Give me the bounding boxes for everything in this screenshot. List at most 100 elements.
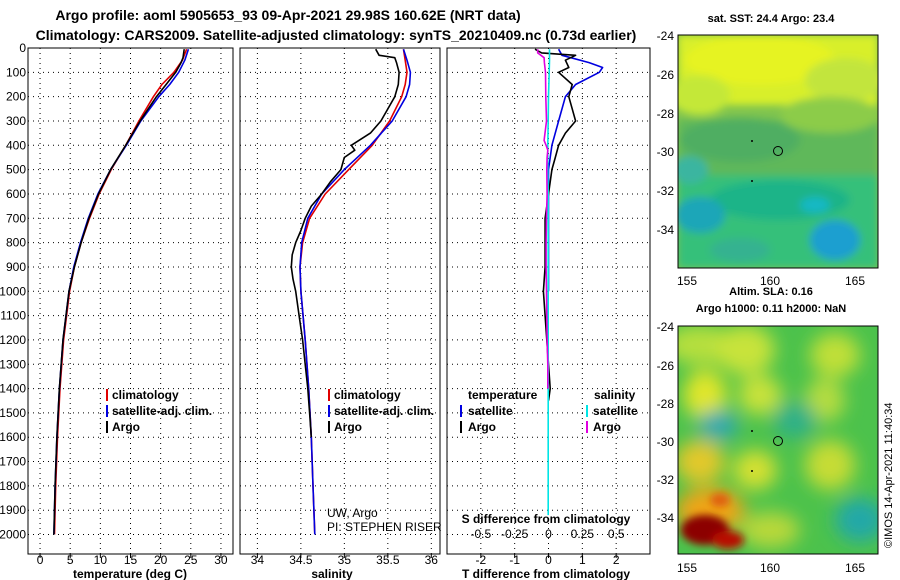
x-tick-label: 15 xyxy=(124,553,138,567)
x-tick-label-top: -0.5 xyxy=(470,527,491,541)
sst-ytick: -32 xyxy=(657,184,675,198)
legend-heading-salinity: salinity xyxy=(594,388,636,402)
y-tick-label: 1700 xyxy=(0,455,26,469)
temperature-profile-panel: 0 5 10 15 20 25 300100200300400500600700800900… xyxy=(0,41,234,567)
legend-heading-temperature: temperature xyxy=(468,388,538,402)
argo-position-marker xyxy=(773,436,783,446)
track-dot xyxy=(751,470,753,472)
salinity-xaxis: 34 34.5 35 35.5 36 xyxy=(251,553,439,567)
x-tick-label: 0 xyxy=(545,553,552,567)
y-tick-label: 600 xyxy=(6,187,26,201)
legend-satellite-adj: satellite-adj. clim. xyxy=(334,404,434,418)
y-tick-label: 1300 xyxy=(0,357,26,371)
legend-s-argo: Argo xyxy=(593,420,621,434)
y-tick-label: 200 xyxy=(6,90,26,104)
legend-climatology: climatology xyxy=(112,388,179,402)
y-tick-label: 1500 xyxy=(0,406,26,420)
salinity-profile-panel: 34 34.5 35 35.5 36 xyxy=(239,47,441,567)
y-tick-label: 1000 xyxy=(0,284,26,298)
sst-map-title: sat. SST: 24.4 Argo: 23.4 xyxy=(708,13,836,25)
x-tick-label: 10 xyxy=(94,553,108,567)
title-line-1: Argo profile: aoml 5905653_93 09-Apr-202… xyxy=(55,7,520,23)
y-tick-label: 800 xyxy=(6,236,26,250)
argo-position-marker xyxy=(773,146,783,156)
annotation-uw-argo: UW, Argo xyxy=(327,506,378,520)
x-tick-label: 5 xyxy=(67,553,74,567)
x-tick-label-top: 0.5 xyxy=(608,527,625,541)
y-tick-label: 1600 xyxy=(0,430,26,444)
legend-s-satellite: satellite xyxy=(593,404,638,418)
sla-map-title: Altim. SLA: 0.16 xyxy=(729,286,813,298)
sla-ytick: -30 xyxy=(657,435,675,449)
legend-argo: Argo xyxy=(334,420,362,434)
x-tick-label: 35.5 xyxy=(376,553,400,567)
title-line-2: Climatology: CARS2009. Satellite-adjuste… xyxy=(36,27,637,43)
sla-ytick: -28 xyxy=(657,397,675,411)
y-tick-label: 1900 xyxy=(0,503,26,517)
x-tick-label: 36 xyxy=(425,553,439,567)
sla-xtick: 160 xyxy=(760,561,780,575)
salinity-xlabel: salinity xyxy=(311,567,353,580)
x-tick-label: 30 xyxy=(214,553,228,567)
x-tick-label: 2 xyxy=(613,553,620,567)
sla-map xyxy=(678,326,878,554)
y-tick-label: 1800 xyxy=(0,479,26,493)
sst-map xyxy=(678,35,878,268)
x-tick-label: 20 xyxy=(154,553,168,567)
sst-ytick: -26 xyxy=(657,68,675,82)
x-tick-label-top: 0 xyxy=(545,527,552,541)
sst-ytick: -30 xyxy=(657,145,675,159)
legend-t-argo: Argo xyxy=(468,420,496,434)
salinity-legend: climatology satellite-adj. clim. Argo xyxy=(328,388,434,434)
sst-map-yaxis: -24 -26 -28 -30 -32 -34 xyxy=(657,29,675,237)
difference-legend: temperature salinity satellite Argo sate… xyxy=(460,388,638,434)
x-tick-label: 34.5 xyxy=(289,553,313,567)
track-dot xyxy=(751,140,753,142)
depth-axis: 0 100 200 300 400 500 600 700 800 900 1000 1100 1200… xyxy=(0,41,26,542)
legend-climatology: climatology xyxy=(334,388,401,402)
salinity-grid xyxy=(240,47,440,554)
y-tick-label: 1200 xyxy=(0,333,26,347)
difference-xaxis: -2 -1 0 1 2 xyxy=(475,553,619,567)
legend-satellite-adj: satellite-adj. clim. xyxy=(112,404,212,418)
y-tick-label: 1100 xyxy=(0,309,26,323)
sla-xtick: 155 xyxy=(677,561,697,575)
difference-t-satellite-line xyxy=(547,48,604,292)
temperature-xaxis: 0 5 10 15 20 25 30 xyxy=(37,553,228,567)
difference-t-argo-line xyxy=(534,48,577,401)
legend-argo: Argo xyxy=(112,420,140,434)
sst-ytick: -24 xyxy=(657,29,675,43)
y-tick-label: 400 xyxy=(6,138,26,152)
sla-map-frame xyxy=(677,325,879,555)
salinity-argo-line xyxy=(290,48,400,438)
x-tick-label: 0 xyxy=(37,553,44,567)
sst-xtick: 155 xyxy=(677,274,697,288)
track-dot xyxy=(751,180,753,182)
legend-t-satellite: satellite xyxy=(468,404,513,418)
sst-map-xaxis: 155 160 165 xyxy=(677,274,865,288)
sla-ytick: -26 xyxy=(657,359,675,373)
x-tick-label: -1 xyxy=(509,553,520,567)
sla-map-subtitle: Argo h1000: 0.11 h2000: NaN xyxy=(696,303,846,315)
x-tick-label: 1 xyxy=(579,553,586,567)
sla-map-yaxis: -24 -26 -28 -30 -32 -34 xyxy=(657,320,675,525)
sst-xtick: 165 xyxy=(845,274,865,288)
y-tick-label: 2000 xyxy=(0,528,26,542)
temperature-xlabel: temperature (deg C) xyxy=(73,567,187,580)
sla-ytick: -34 xyxy=(657,511,675,525)
sla-ytick: -32 xyxy=(657,473,675,487)
temperature-legend: climatology satellite-adj. clim. Argo xyxy=(106,388,212,434)
temperature-climatology-line xyxy=(53,48,188,535)
sst-xtick: 160 xyxy=(760,274,780,288)
difference-xlabel: T difference from climatology xyxy=(462,567,630,580)
imos-stamp: ©IMOS 14-Apr-2021 11:40:34 xyxy=(883,403,895,548)
y-tick-label: 300 xyxy=(6,114,26,128)
difference-s-satellite-line xyxy=(546,49,551,516)
sla-map-xaxis: 155 160 165 xyxy=(677,561,865,575)
sst-ytick: -34 xyxy=(657,223,675,237)
sla-xtick: 165 xyxy=(845,561,865,575)
y-tick-label: 0 xyxy=(19,41,26,55)
sla-ytick: -24 xyxy=(657,320,675,334)
difference-profile-panel: -2 -1 0 1 2 -0.5 -0.25 0 0.25 0.5 xyxy=(446,47,651,567)
difference-s-argo-line xyxy=(536,49,549,389)
